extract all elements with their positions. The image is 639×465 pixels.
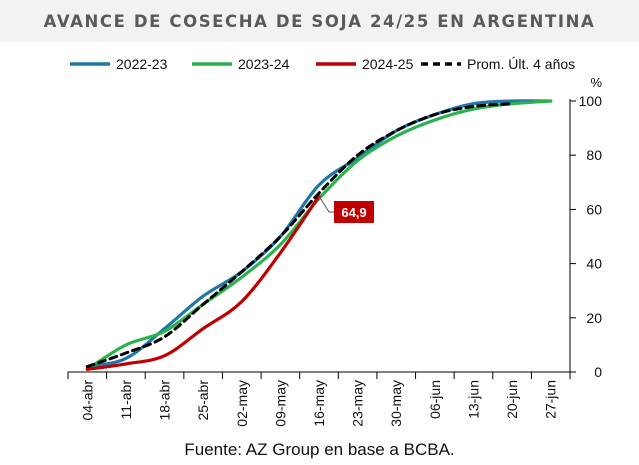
y-tick-label-100: 100 bbox=[579, 93, 603, 109]
annotation-leader-0 bbox=[318, 195, 334, 213]
y-tick-label-0: 0 bbox=[594, 364, 602, 380]
y-tick-label-40: 40 bbox=[586, 256, 602, 272]
series-line-2022-23 bbox=[85, 99, 553, 369]
series-line-Prom. Últ. 4 años bbox=[85, 102, 514, 369]
y-tick-label-60: 60 bbox=[586, 201, 602, 217]
legend-label-2: 2024-25 bbox=[362, 56, 414, 72]
source-caption: Fuente: AZ Group en base a BCBA. bbox=[184, 440, 455, 459]
x-tick-label-11-abr: 11-abr bbox=[118, 380, 134, 420]
x-tick-label-20-jun: 20-jun bbox=[504, 380, 520, 419]
x-tick-label-04-abr: 04-abr bbox=[79, 380, 95, 421]
annotation-box-0 bbox=[334, 201, 374, 223]
x-tick-label-16-may: 16-may bbox=[311, 380, 327, 427]
x-tick-label-25-abr: 25-abr bbox=[195, 380, 211, 421]
x-tick-label-06-jun: 06-jun bbox=[427, 380, 443, 419]
chart-canvas: 2022-23 2023-24 2024-25 Prom. Últ. 4 años02… bbox=[67, 56, 603, 427]
x-tick-label-09-may: 09-may bbox=[272, 380, 288, 427]
x-tick-label-23-may: 23-may bbox=[350, 380, 366, 427]
legend-label-3: Prom. Últ. 4 años bbox=[467, 56, 575, 72]
x-tick-label-27-jun: 27-jun bbox=[543, 380, 559, 419]
series-line-2023-24 bbox=[85, 99, 553, 371]
x-tick-label-18-abr: 18-abr bbox=[157, 380, 173, 421]
legend-label-0: 2022-23 bbox=[116, 56, 168, 72]
y-axis-unit-label: % bbox=[590, 75, 602, 90]
y-tick-label-20: 20 bbox=[586, 310, 602, 326]
annotation-label-0: 64,9 bbox=[341, 205, 366, 220]
x-tick-label-13-jun: 13-jun bbox=[465, 380, 481, 419]
y-tick-label-80: 80 bbox=[586, 147, 602, 163]
legend-label-1: 2023-24 bbox=[238, 56, 290, 72]
x-tick-label-02-may: 02-may bbox=[234, 380, 250, 427]
chart-title: AVANCE DE COSECHA DE SOJA 24/25 EN ARGEN… bbox=[43, 11, 596, 31]
chart-title-bar: AVANCE DE COSECHA DE SOJA 24/25 EN ARGEN… bbox=[0, 0, 639, 42]
series-line-2024-25 bbox=[85, 194, 321, 371]
x-tick-label-30-may: 30-may bbox=[388, 380, 404, 427]
